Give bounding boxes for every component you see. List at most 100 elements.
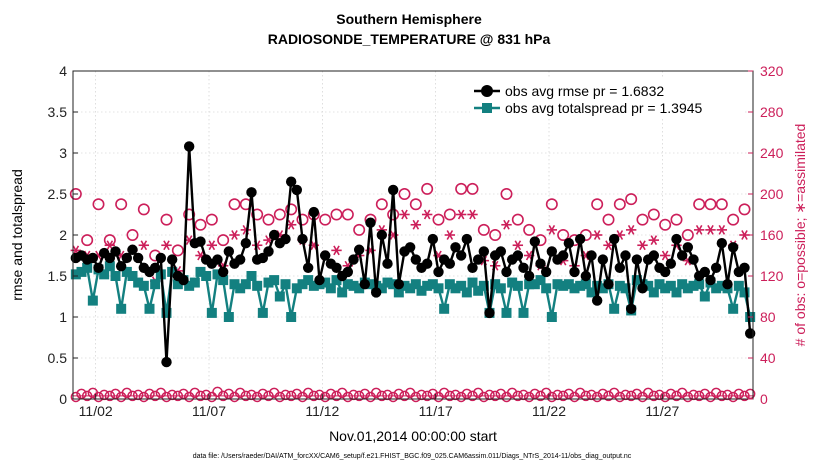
totalspread-point xyxy=(303,275,314,286)
possible-obs-point xyxy=(126,229,139,242)
rmse-point xyxy=(744,328,756,339)
y-right-tick-label: 40 xyxy=(760,350,776,366)
x-tick-label: 11/27 xyxy=(645,403,679,419)
low-count-point xyxy=(574,387,586,399)
totalspread-point xyxy=(512,280,523,291)
low-count-point xyxy=(631,388,643,400)
possible-obs-point xyxy=(217,234,230,247)
low-count-point xyxy=(546,391,558,403)
x-axis-label: Nov.01,2014 00:00:00 start xyxy=(329,428,497,444)
low-count-point xyxy=(76,388,87,400)
rmse-point xyxy=(365,217,376,228)
possible-obs-point xyxy=(205,213,218,226)
low-count-point xyxy=(478,391,490,403)
totalspread-point xyxy=(569,283,580,294)
y-right-tick-label: 80 xyxy=(760,309,776,325)
totalspread-point xyxy=(524,279,535,290)
y-right-tick-label: 200 xyxy=(760,186,784,202)
totalspread-point xyxy=(161,307,172,318)
assimilated-obs-point xyxy=(501,219,512,230)
y-right-tick-label: 240 xyxy=(760,145,784,161)
rmse-point xyxy=(591,295,603,306)
assimilated-obs-point xyxy=(546,224,558,235)
rmse-point xyxy=(461,233,473,245)
totalspread-point xyxy=(654,279,665,290)
rmse-point xyxy=(676,250,688,261)
totalspread-point xyxy=(133,277,144,288)
y-right-tick-label: 0 xyxy=(760,391,768,407)
totalspread-point xyxy=(104,261,115,272)
low-count-point xyxy=(144,388,155,400)
totalspread-point xyxy=(331,275,342,286)
totalspread-point xyxy=(274,291,285,302)
assimilated-obs-point xyxy=(444,230,456,240)
chart-subtitle: RADIOSONDE_TEMPERATURE @ 831 hPa xyxy=(268,31,551,47)
totalspread-point xyxy=(478,280,489,291)
totalspread-point xyxy=(280,279,291,290)
low-count-point xyxy=(161,391,172,403)
totalspread-point xyxy=(399,280,410,291)
totalspread-point xyxy=(580,279,591,290)
low-count-point xyxy=(132,389,144,401)
rmse-point xyxy=(421,258,433,269)
totalspread-point xyxy=(563,279,574,290)
totalspread-point xyxy=(541,283,552,294)
possible-obs-point xyxy=(319,213,332,226)
totalspread-point xyxy=(450,283,461,294)
totalspread-point xyxy=(739,287,750,298)
low-count-point xyxy=(506,387,518,399)
rmse-point xyxy=(370,287,382,298)
totalspread-point xyxy=(99,269,110,280)
rmse-point xyxy=(637,283,648,294)
low-count-point xyxy=(455,391,467,403)
possible-obs-point xyxy=(523,223,536,236)
low-count-point xyxy=(393,388,405,400)
low-count-point xyxy=(251,391,263,403)
rmse-point xyxy=(393,279,405,290)
totalspread-point xyxy=(82,262,93,273)
assimilated-obs-point xyxy=(716,224,728,235)
totalspread-point xyxy=(121,266,132,277)
low-count-point xyxy=(614,391,626,403)
totalspread-point xyxy=(172,279,183,290)
totalspread-point xyxy=(376,283,387,294)
totalspread-point xyxy=(711,283,722,294)
totalspread-point xyxy=(308,280,319,291)
rmse-point xyxy=(161,356,172,368)
assimilated-obs-point xyxy=(138,240,150,251)
x-tick-label: 11/12 xyxy=(305,403,339,419)
possible-obs-point xyxy=(715,198,728,211)
assimilated-obs-point xyxy=(229,230,240,240)
rmse-point xyxy=(739,262,750,273)
low-count-point xyxy=(359,388,371,400)
low-count-point xyxy=(586,389,597,401)
rmse-point xyxy=(433,266,444,278)
possible-obs-point xyxy=(160,213,173,226)
totalspread-point xyxy=(688,280,699,291)
totalspread-point xyxy=(490,279,501,290)
low-count-point xyxy=(410,391,422,403)
possible-obs-point xyxy=(647,208,660,221)
rmse-point xyxy=(688,254,699,265)
low-count-point xyxy=(665,388,677,400)
chart-title: Southern Hemisphere xyxy=(336,11,482,27)
rmse-point xyxy=(212,254,223,265)
possible-obs-point xyxy=(681,229,694,242)
totalspread-point xyxy=(144,303,155,314)
rmse-point xyxy=(727,242,739,253)
possible-obs-point xyxy=(670,213,683,226)
possible-obs-point xyxy=(591,198,604,211)
rmse-point xyxy=(495,246,507,257)
x-tick-label: 11/17 xyxy=(419,403,453,419)
possible-obs-point xyxy=(432,213,445,226)
rmse-point xyxy=(319,250,331,261)
low-count-point xyxy=(319,391,331,403)
rmse-point xyxy=(569,266,580,278)
assimilated-obs-point xyxy=(693,224,705,235)
totalspread-point xyxy=(189,277,200,288)
y-tick-label: 1 xyxy=(59,309,67,325)
rmse-point xyxy=(195,236,206,247)
rmse-point xyxy=(268,229,280,241)
low-count-point xyxy=(382,389,393,401)
